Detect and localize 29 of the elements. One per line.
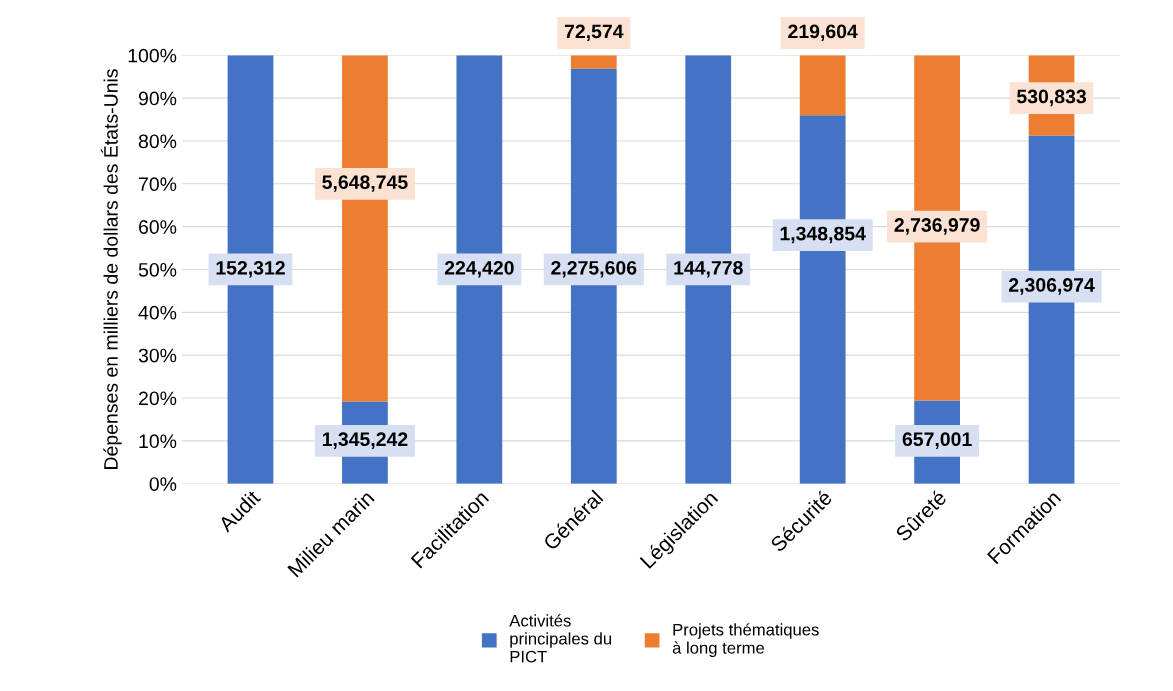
y-axis-title: Dépenses en milliers de dollars des États-Unis — [100, 69, 122, 469]
legend-label: Activités principales du PICT — [509, 614, 612, 663]
y-tick-label: 30% — [138, 348, 177, 363]
y-tick-label: 20% — [139, 391, 177, 406]
y-tick-label: 40% — [138, 305, 177, 320]
legend-label: Projets thématiques à long terme — [672, 623, 819, 658]
y-tick-label: 50% — [138, 262, 177, 277]
annotation: 2,275,606 — [551, 260, 637, 278]
bar — [799, 55, 846, 116]
annotation: 219,604 — [788, 24, 858, 42]
y-tick-label: 0% — [149, 477, 177, 491]
annotation: 72,574 — [564, 24, 624, 42]
annotation: 1,348,854 — [780, 226, 866, 244]
y-tick-label: 100% — [128, 48, 177, 63]
annotation: 144,778 — [674, 260, 743, 278]
y-tick-label: 70% — [139, 177, 177, 192]
annotation: 2,306,974 — [1008, 278, 1095, 295]
annotation: 1,345,242 — [322, 432, 408, 449]
annotation: 657,001 — [902, 432, 972, 449]
annotation: 152,312 — [216, 260, 285, 278]
y-tick-label: 10% — [139, 434, 177, 449]
annotation: 224,420 — [444, 260, 514, 278]
y-tick-label: 90% — [138, 91, 177, 106]
y-tick-label: 60% — [139, 220, 177, 234]
annotation: 2,736,979 — [894, 218, 980, 235]
y-tick-label: 80% — [138, 134, 177, 149]
bar — [570, 55, 617, 69]
annotation: 5,648,745 — [322, 175, 408, 192]
annotation: 530,833 — [1017, 89, 1086, 107]
